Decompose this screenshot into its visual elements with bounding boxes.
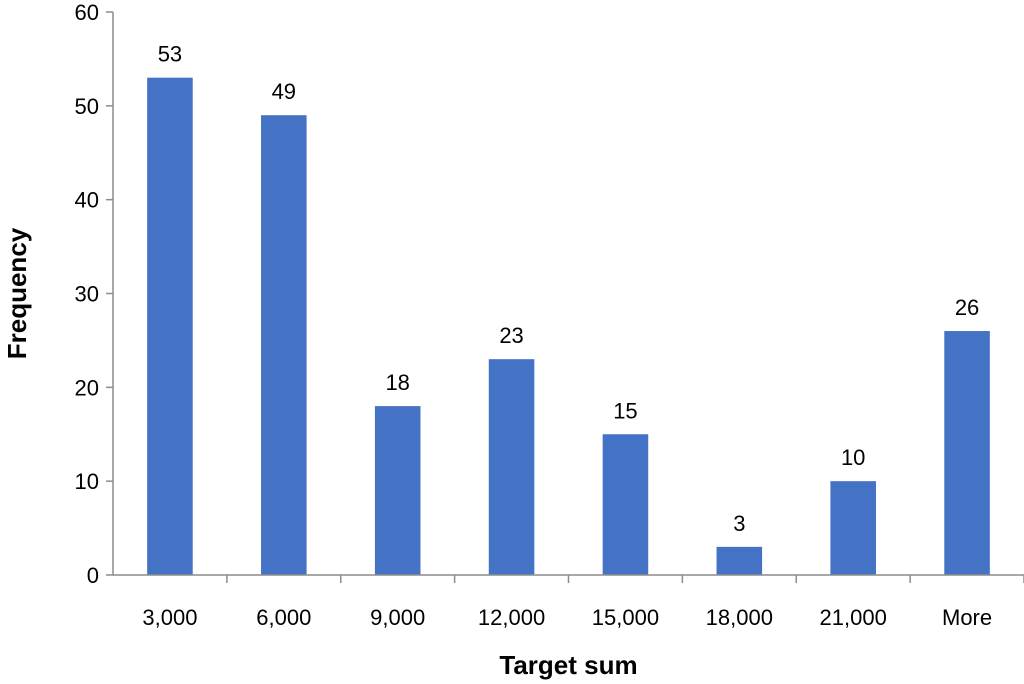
- bar: [716, 546, 763, 575]
- data-label: 53: [158, 42, 182, 67]
- x-tick-label: 12,000: [478, 605, 545, 630]
- bar: [374, 406, 421, 575]
- bar: [602, 434, 649, 575]
- x-tick-label: 3,000: [142, 605, 197, 630]
- data-labels: 53 49 18 23 15 3 10 26: [158, 42, 980, 536]
- y-tick-label: 20: [75, 375, 99, 400]
- data-label: 15: [613, 398, 637, 423]
- bar: [147, 77, 193, 575]
- data-label: 23: [499, 323, 523, 348]
- bar: [830, 481, 876, 575]
- y-axis-ticks: 0 10 20 30 40 50 60: [75, 0, 113, 588]
- x-tick-label: 9,000: [370, 605, 425, 630]
- y-tick-label: 0: [87, 563, 99, 588]
- data-label: 18: [385, 370, 409, 395]
- x-tick-label: 21,000: [820, 605, 887, 630]
- x-tick-label: 6,000: [256, 605, 311, 630]
- data-label: 3: [733, 511, 745, 536]
- bar: [944, 331, 990, 575]
- y-tick-label: 30: [75, 282, 99, 307]
- x-tick-label: 18,000: [706, 605, 773, 630]
- y-tick-label: 40: [75, 188, 99, 213]
- x-axis-title: Target sum: [499, 650, 637, 680]
- x-axis-ticks: 3,000 6,000 9,000 12,000 15,000 18,000 21,000 M…: [142, 575, 1024, 630]
- data-label: 26: [955, 295, 979, 320]
- data-label: 10: [841, 445, 865, 470]
- bar-series: [147, 77, 990, 575]
- y-axis-title: Frequency: [2, 227, 32, 359]
- bar: [488, 359, 535, 575]
- x-tick-label: More: [942, 605, 992, 630]
- x-tick-label: 15,000: [592, 605, 659, 630]
- y-tick-label: 60: [75, 0, 99, 25]
- y-tick-label: 50: [75, 94, 99, 119]
- data-label: 49: [272, 79, 296, 104]
- bar: [261, 115, 307, 575]
- y-tick-label: 10: [75, 469, 99, 494]
